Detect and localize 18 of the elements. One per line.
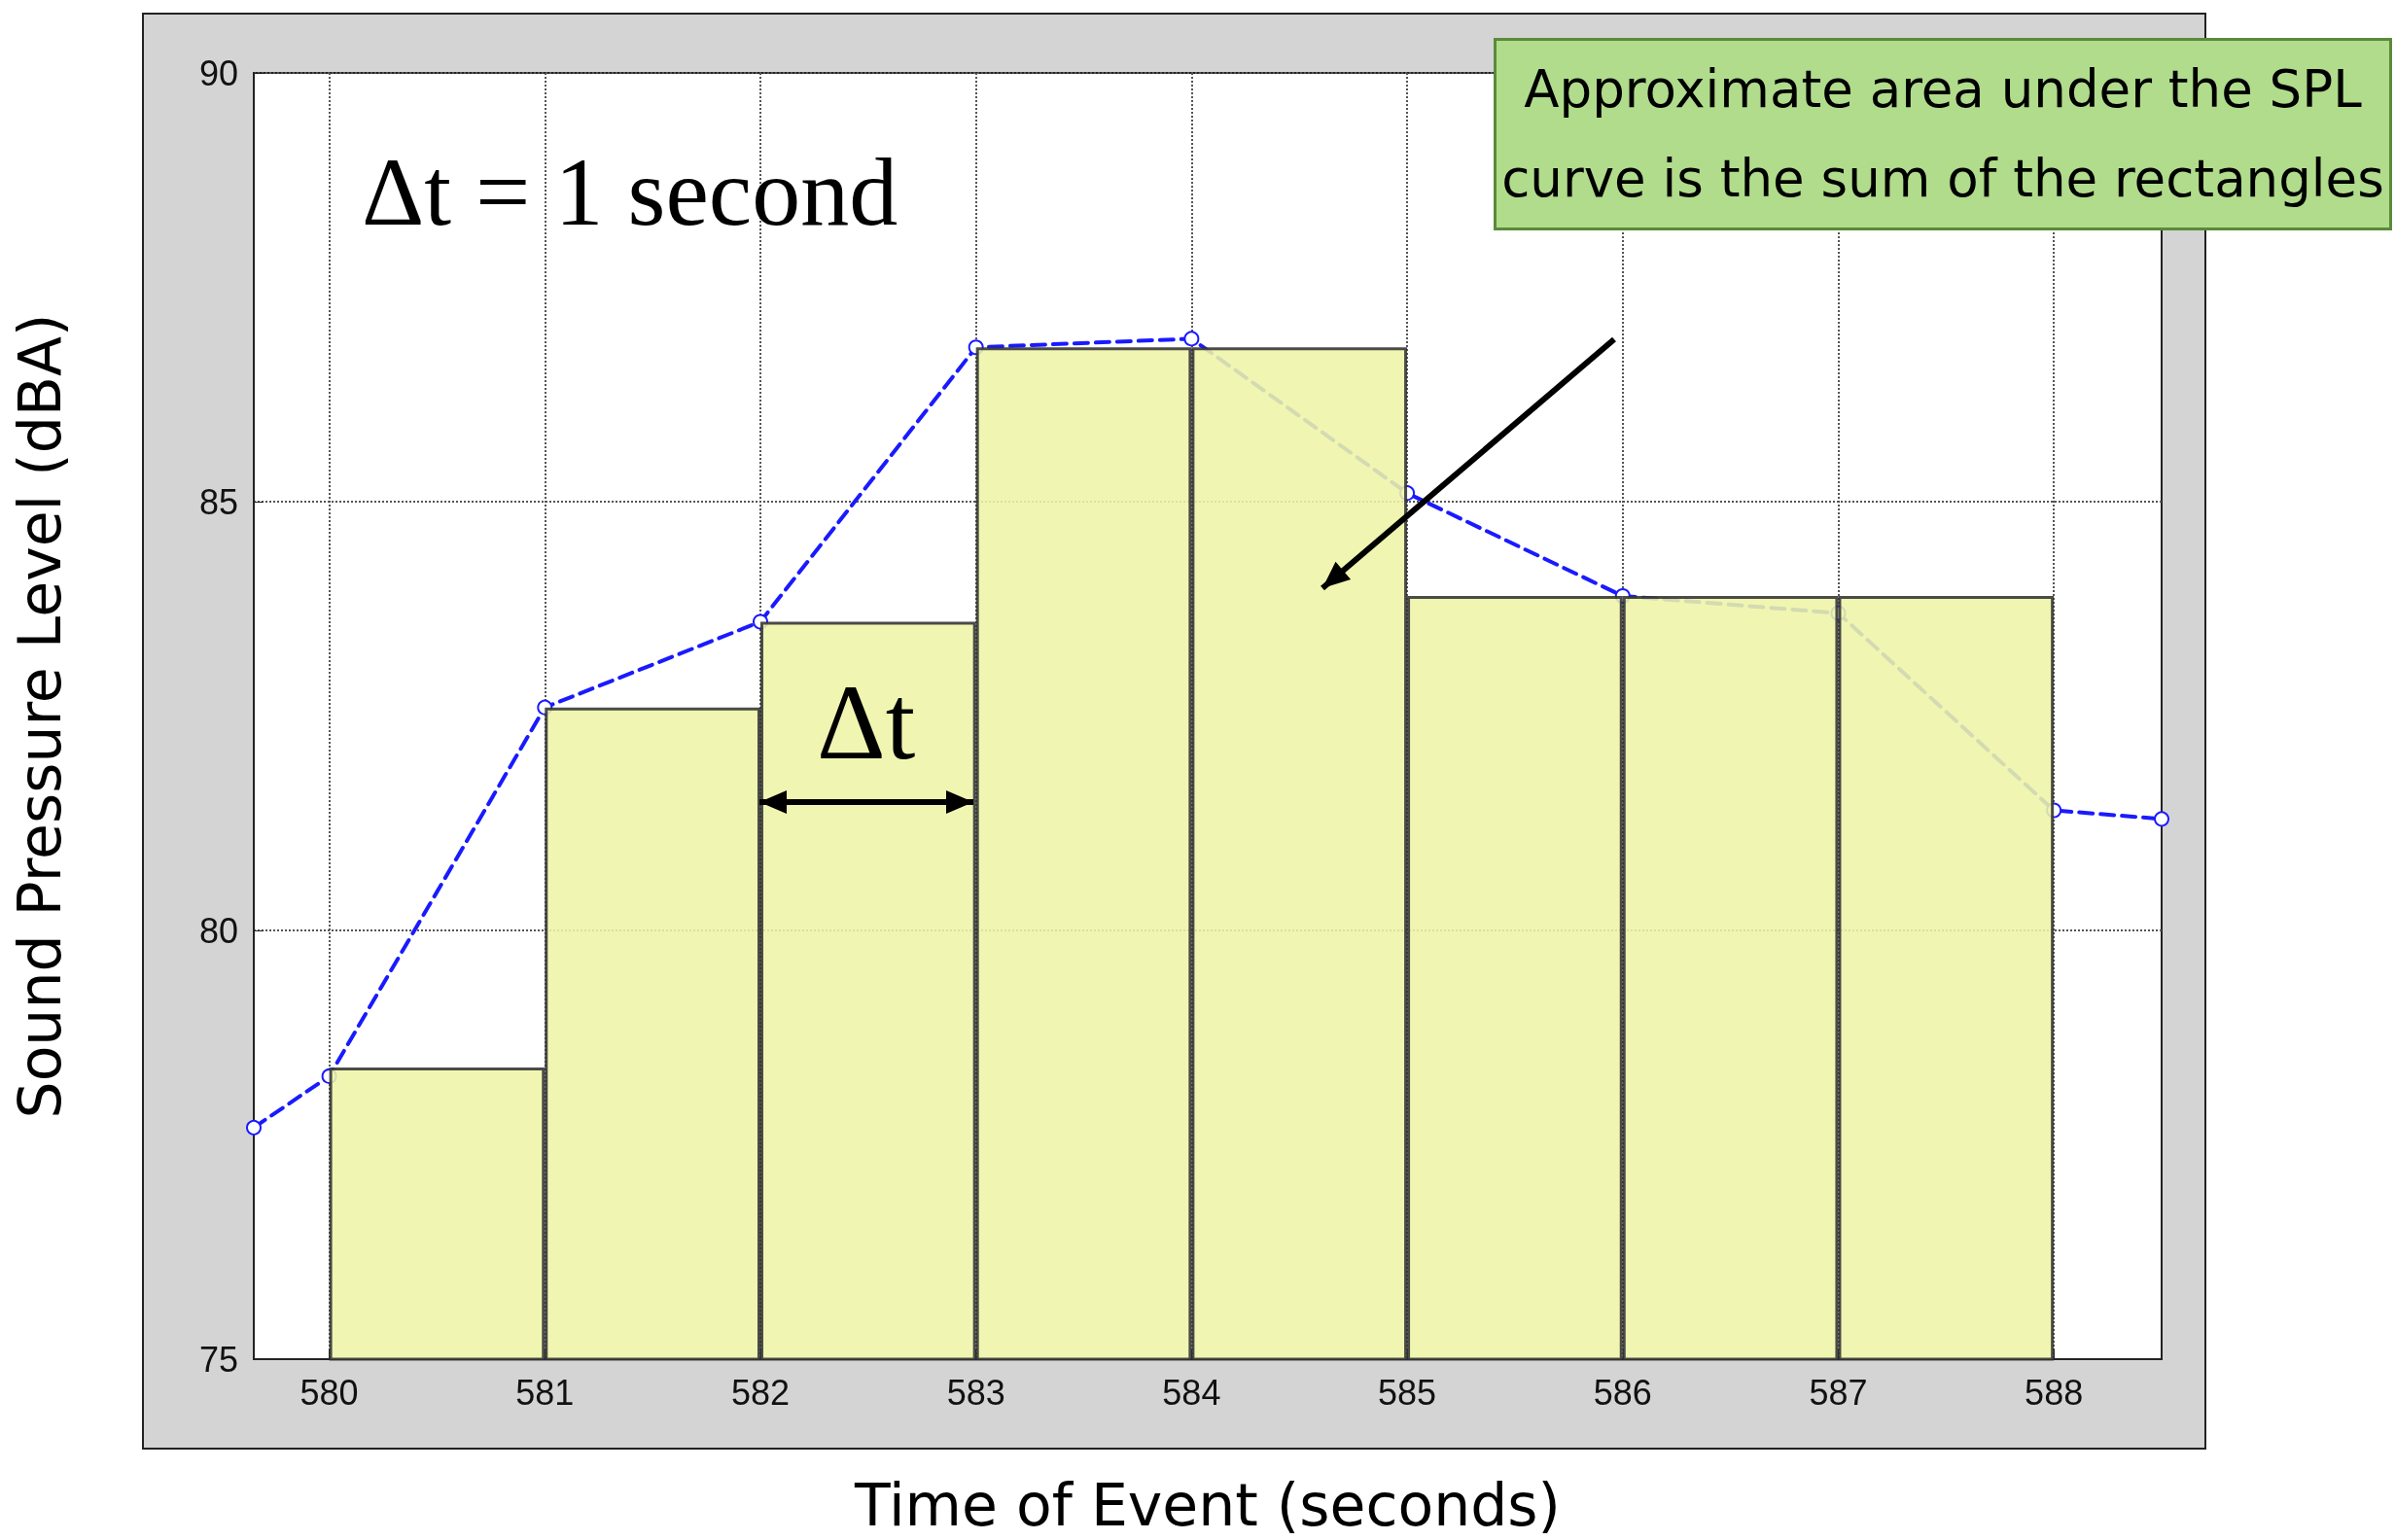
x-tick-label: 587 (1809, 1372, 1868, 1413)
x-tick-label: 580 (299, 1372, 359, 1413)
annotation: Δt = 1 second (362, 137, 898, 248)
x-axis-title: Time of Event (seconds) (854, 1471, 1561, 1539)
y-tick-label: 80 (198, 910, 238, 951)
x-tick-label: 586 (1593, 1372, 1652, 1413)
y-tick-label: 85 (198, 481, 238, 522)
x-tick-label: 585 (1378, 1372, 1437, 1413)
annotation: Δt (817, 662, 916, 784)
y-tick-label: 75 (198, 1339, 238, 1380)
x-tick-label: 583 (946, 1372, 1005, 1413)
annotation: Approximate area under the SPL curve is the sum of the rectangles (1494, 38, 2392, 230)
x-tick-label: 581 (515, 1372, 575, 1413)
x-tick-label: 582 (730, 1372, 791, 1413)
x-tick-label: 584 (1162, 1372, 1221, 1413)
y-tick-label: 90 (198, 52, 238, 93)
y-axis-title: Sound Pressure Level (dBA) (6, 313, 74, 1119)
x-tick-label: 588 (2025, 1372, 2084, 1413)
